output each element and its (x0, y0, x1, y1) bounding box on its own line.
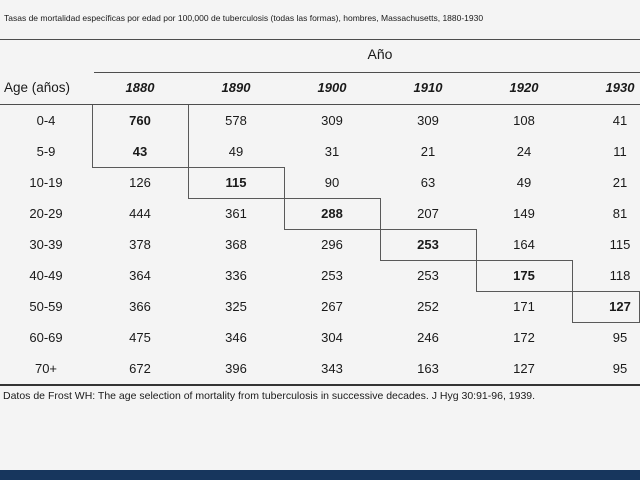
value-cell: 41 (612, 113, 628, 128)
value-cell: 336 (225, 268, 247, 283)
value-cell: 444 (129, 206, 151, 221)
age-label-cell: 60-69 (29, 330, 63, 345)
value-cell: 95 (612, 330, 628, 345)
value-cell: 246 (417, 330, 439, 345)
value-cell: 115 (609, 237, 631, 252)
age-label-cell: 10-19 (29, 175, 63, 190)
cohort-line-segment (380, 229, 477, 260)
age-label-cell: 5-9 (36, 144, 56, 159)
value-cell: 49 (228, 144, 244, 159)
cohort-line-segment (380, 260, 573, 261)
value-cell: 672 (129, 361, 151, 376)
source-citation: Datos de Frost WH: The age selection of … (3, 390, 536, 402)
cohort-line-segment (284, 198, 381, 229)
value-cell: 368 (225, 237, 247, 252)
bottom-accent-bar (0, 470, 640, 480)
value-cell: 578 (225, 113, 247, 128)
year-header: 1920 (509, 80, 539, 95)
value-cell: 172 (513, 330, 535, 345)
value-cell: 126 (129, 175, 151, 190)
value-cell: 309 (417, 113, 439, 128)
age-label-cell: 30-39 (29, 237, 63, 252)
value-cell: 108 (513, 113, 535, 128)
value-cell: 325 (225, 299, 247, 314)
cohort-line-segment (284, 229, 477, 230)
value-cell: 95 (612, 361, 628, 376)
cohort-line-segment (188, 198, 381, 199)
value-cell: 43 (132, 144, 148, 159)
value-cell: 175 (513, 268, 535, 283)
value-cell: 164 (513, 237, 535, 252)
cohort-line-segment (572, 322, 640, 323)
value-cell: 90 (324, 175, 340, 190)
value-cell: 21 (420, 144, 436, 159)
value-cell: 81 (612, 206, 628, 221)
value-cell: 364 (129, 268, 151, 283)
cohort-line-segment (92, 167, 285, 168)
value-cell: 253 (417, 237, 439, 252)
year-header: 1910 (413, 80, 443, 95)
year-group-underline (94, 72, 640, 73)
value-cell: 127 (609, 299, 631, 314)
value-cell: 296 (321, 237, 343, 252)
value-cell: 31 (324, 144, 340, 159)
cohort-line-segment (92, 105, 189, 167)
value-cell: 207 (417, 206, 439, 221)
header-divider (0, 104, 640, 105)
age-column-header: Age (años) (4, 80, 71, 95)
cohort-line-segment (188, 167, 285, 198)
value-cell: 49 (516, 175, 532, 190)
value-cell: 63 (420, 175, 436, 190)
year-group-header: Año (367, 46, 393, 62)
value-cell: 366 (129, 299, 151, 314)
value-cell: 149 (513, 206, 535, 221)
value-cell: 304 (321, 330, 343, 345)
value-cell: 378 (129, 237, 151, 252)
value-cell: 760 (129, 113, 151, 128)
cohort-line-segment (572, 291, 640, 322)
value-cell: 115 (225, 175, 247, 190)
value-cell: 118 (609, 268, 631, 283)
age-label-cell: 50-59 (29, 299, 63, 314)
year-header: 1890 (221, 80, 251, 95)
value-cell: 475 (129, 330, 151, 345)
age-label-cell: 70+ (34, 361, 58, 376)
value-cell: 252 (417, 299, 439, 314)
table-bottom-divider (0, 384, 640, 386)
value-cell: 171 (513, 299, 535, 314)
year-header: 1900 (317, 80, 347, 95)
year-header: 1930 (605, 80, 635, 95)
value-cell: 163 (417, 361, 439, 376)
cohort-line-segment (476, 260, 573, 291)
value-cell: 346 (225, 330, 247, 345)
value-cell: 396 (225, 361, 247, 376)
value-cell: 21 (612, 175, 628, 190)
page-title: Tasas de mortalidad específicas por edad… (4, 13, 484, 23)
year-header: 1880 (125, 80, 155, 95)
value-cell: 11 (613, 144, 627, 159)
value-cell: 253 (321, 268, 343, 283)
value-cell: 267 (321, 299, 343, 314)
value-cell: 127 (513, 361, 535, 376)
age-label-cell: 40-49 (29, 268, 63, 283)
age-label-cell: 20-29 (29, 206, 63, 221)
value-cell: 288 (321, 206, 343, 221)
value-cell: 253 (417, 268, 439, 283)
value-cell: 24 (516, 144, 532, 159)
cohort-line-segment (476, 291, 640, 292)
age-label-cell: 0-4 (36, 113, 56, 128)
title-divider (0, 39, 640, 40)
value-cell: 361 (225, 206, 247, 221)
value-cell: 309 (321, 113, 343, 128)
value-cell: 343 (321, 361, 343, 376)
